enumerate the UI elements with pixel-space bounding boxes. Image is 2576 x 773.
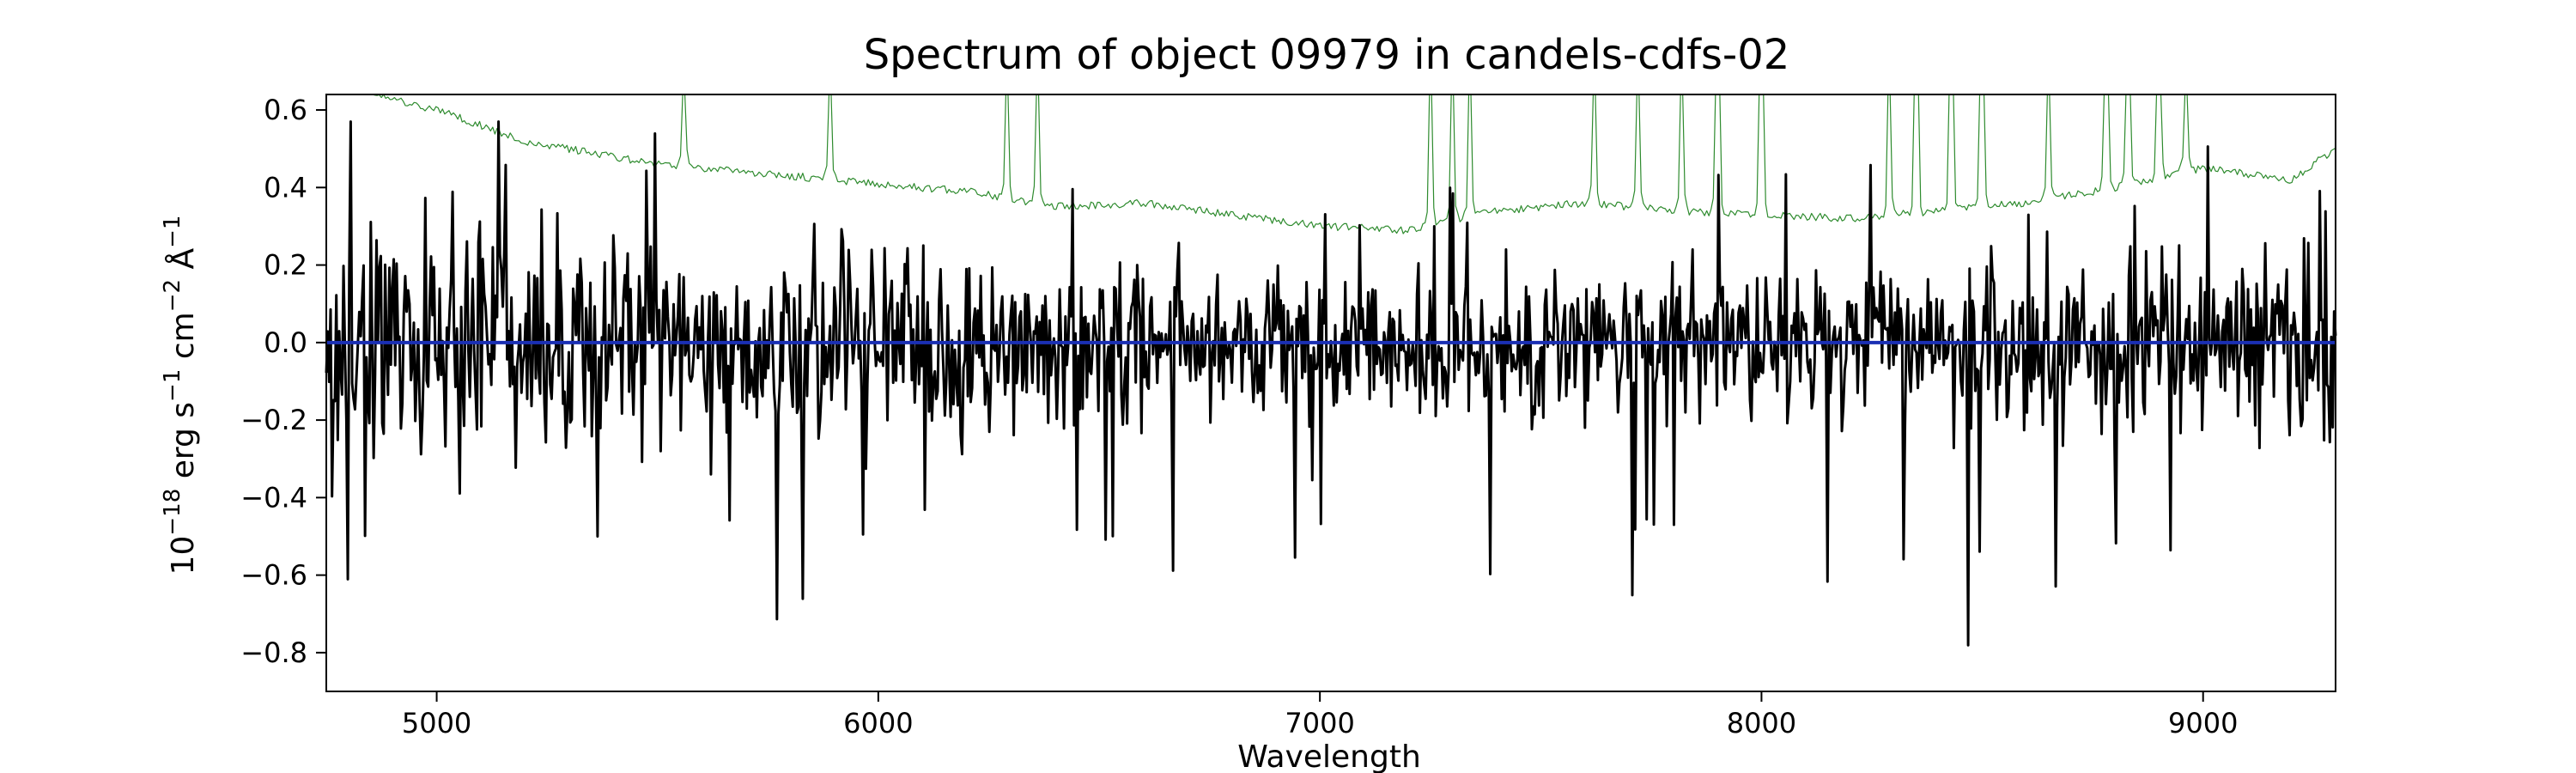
y-tick-label: −0.4 — [240, 481, 307, 514]
x-tick-label: 8000 — [1727, 707, 1796, 740]
plot-frame — [325, 94, 2336, 692]
y-label-cm-exponent: −2 — [160, 279, 185, 312]
y-tick-label: −0.2 — [240, 404, 307, 436]
y-label-cm: cm — [166, 312, 201, 368]
x-axis: 5000 6000 7000 8000 9000 — [402, 691, 2238, 740]
x-tick-label: 7000 — [1285, 707, 1354, 740]
y-label-angstrom: Å — [164, 248, 201, 279]
y-axis: −0.8 −0.6 −0.4 −0.2 0.0 0.2 0.4 0.6 — [240, 94, 326, 669]
x-tick-label: 6000 — [843, 707, 913, 740]
y-label-base: 10 — [166, 536, 201, 575]
plot-background — [326, 94, 2336, 691]
y-axis-label: 10−18 erg s−1 cm−2 Å−1 — [160, 216, 201, 575]
y-tick-label: −0.8 — [240, 636, 307, 669]
y-label-erg: erg s — [166, 402, 201, 489]
y-tick-label: −0.6 — [240, 559, 307, 592]
y-label-s-exponent: −1 — [160, 369, 185, 402]
series-layer — [325, 94, 2337, 647]
chart-title: Spectrum of object 09979 in candels-cdfs… — [864, 31, 1790, 79]
y-tick-label: 0.6 — [264, 94, 307, 126]
y-label-base-exponent: −18 — [160, 489, 185, 536]
x-tick-label: 9000 — [2168, 707, 2238, 740]
x-axis-label: Wavelength — [1237, 740, 1421, 773]
y-tick-label: 0.2 — [264, 249, 307, 282]
y-tick-label: 0.0 — [264, 326, 307, 359]
error-spectrum-line — [370, 94, 2336, 234]
x-tick-label: 5000 — [402, 707, 471, 740]
y-label-angstrom-exponent: −1 — [160, 216, 185, 248]
y-tick-label: 0.4 — [264, 171, 307, 204]
plot-area — [325, 94, 2337, 692]
